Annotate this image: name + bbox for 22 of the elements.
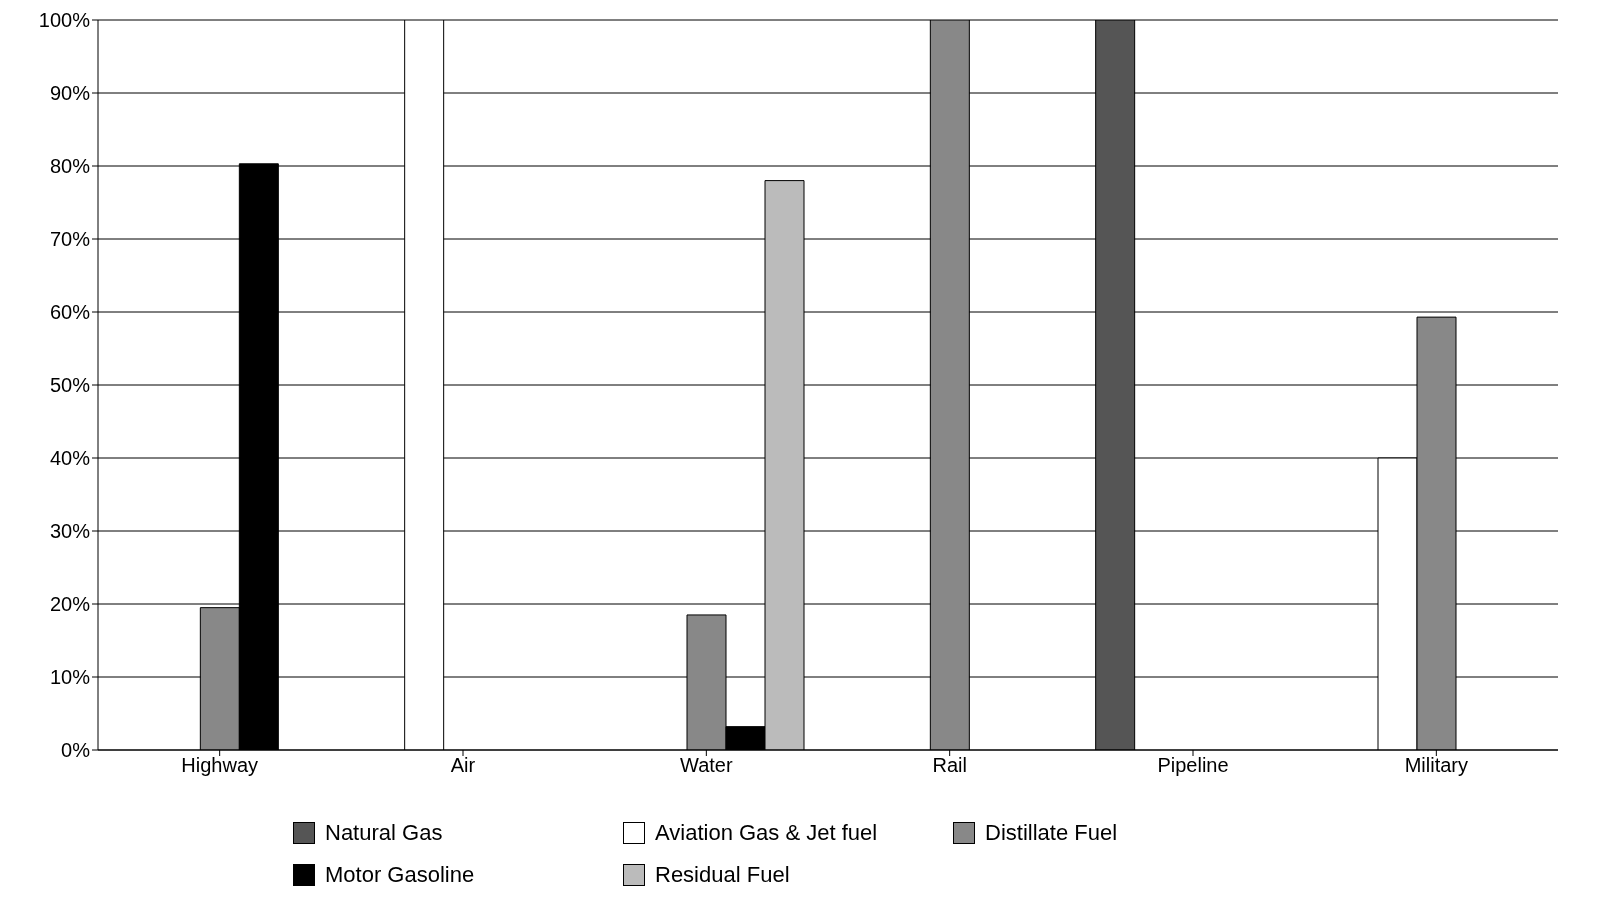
y-tick-label: 70% (49, 228, 91, 251)
x-tick-label: Rail (932, 754, 967, 777)
x-tick-label: Air (450, 754, 476, 777)
x-tick-label: Pipeline (1157, 754, 1229, 777)
x-tick-label: Military (1404, 754, 1469, 777)
y-tick-label: 80% (49, 155, 91, 178)
legend-label: Residual Fuel (655, 862, 790, 888)
y-tick-label: 10% (49, 666, 91, 689)
y-tick-label: 0% (61, 739, 91, 762)
y-tick-label: 100% (38, 9, 91, 32)
x-tick-label: Water (680, 754, 733, 777)
legend-label: Aviation Gas & Jet fuel (655, 820, 878, 846)
y-tick-label: 60% (49, 301, 91, 324)
y-tick-label: 50% (49, 374, 91, 397)
y-tick-label: 40% (49, 447, 91, 470)
y-tick-label: 30% (49, 520, 91, 543)
legend-label: Distillate Fuel (985, 820, 1118, 846)
y-tick-label: 20% (49, 593, 91, 616)
x-tick-label: Highway (181, 754, 259, 777)
legend-label: Natural Gas (325, 820, 443, 846)
y-tick-label: 90% (49, 82, 91, 105)
legend-label: Motor Gasoline (325, 862, 475, 888)
